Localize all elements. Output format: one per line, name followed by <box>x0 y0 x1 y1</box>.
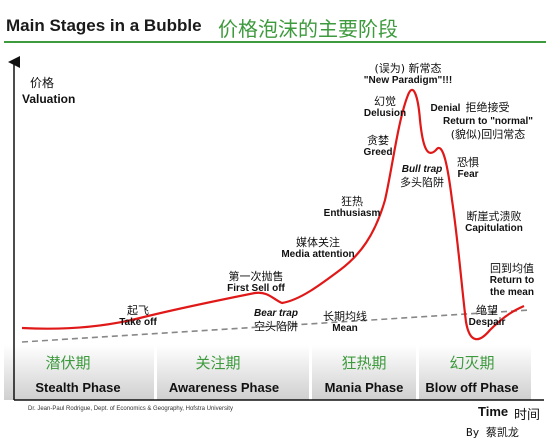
return-to-mean-label: 回到均值 Return to the mean <box>489 262 535 299</box>
title-chinese: 价格泡沫的主要阶段 <box>218 17 398 41</box>
return-to-normal-label: Return to "normal" (貌似)回归常态 <box>442 116 534 141</box>
awareness-phase-band <box>157 345 309 400</box>
x-axis-label-en: Time <box>478 404 509 419</box>
bear-trap-label: Bear trap 空头陷阱 <box>254 308 298 333</box>
long-term-mean-line <box>21 309 531 343</box>
phase-mania-en: Mania Phase <box>324 380 404 395</box>
phase-awareness-zh: 关注期 <box>195 354 241 372</box>
phase-blowoff-en: Blow off Phase <box>425 380 519 395</box>
phase-stealth-en: Stealth Phase <box>35 380 121 395</box>
first-sell-off-label: 第一次抛售 First Sell off <box>227 270 285 295</box>
media-attention-label: 媒体关注 Media attention <box>281 236 355 261</box>
capitulation-label: 断崖式溃败 Capitulation <box>465 210 523 235</box>
despair-label: 绝望 Despair <box>468 304 506 329</box>
phase-mania-zh: 狂热期 <box>341 354 387 372</box>
y-axis-label-zh: 价格 <box>30 76 55 90</box>
y-axis-label-en: Valuation <box>22 92 76 106</box>
bull-trap-label: Bull trap 多头陷阱 <box>400 164 444 189</box>
new-paradigm-label: (误为) 新常态 "New Paradigm"!!! <box>363 62 453 87</box>
enthusiasm-label: 狂热 Enthusiasm <box>323 195 381 220</box>
takeoff-label: 起飞 Take off <box>119 304 157 329</box>
phase-blowoff-zh: 幻灭期 <box>449 354 495 372</box>
x-axis-label-zh: 时间 <box>514 408 541 423</box>
bubble-price-curve <box>21 88 525 341</box>
phase-stealth-zh: 潜伏期 <box>45 354 91 372</box>
greed-label: 贪婪 Greed <box>363 134 393 159</box>
mania-phase-band <box>312 345 416 400</box>
delusion-label: 幻觉 Delusion <box>363 95 407 120</box>
author-credit: By 蔡凯龙 <box>466 426 519 439</box>
mean-label: 长期均线 Mean <box>323 310 367 335</box>
blowoff-phase-band <box>419 345 531 400</box>
title-english: Main Stages in a Bubble <box>6 16 202 35</box>
fear-label: 恐惧 Fear <box>457 156 479 181</box>
denial-label: Denial 拒绝接受 <box>430 101 510 114</box>
stealth-phase-band <box>4 345 154 400</box>
source-credit: Dr. Jean-Paul Rodrigue, Dept. of Economi… <box>28 406 233 412</box>
phase-awareness-en: Awareness Phase <box>168 380 280 395</box>
